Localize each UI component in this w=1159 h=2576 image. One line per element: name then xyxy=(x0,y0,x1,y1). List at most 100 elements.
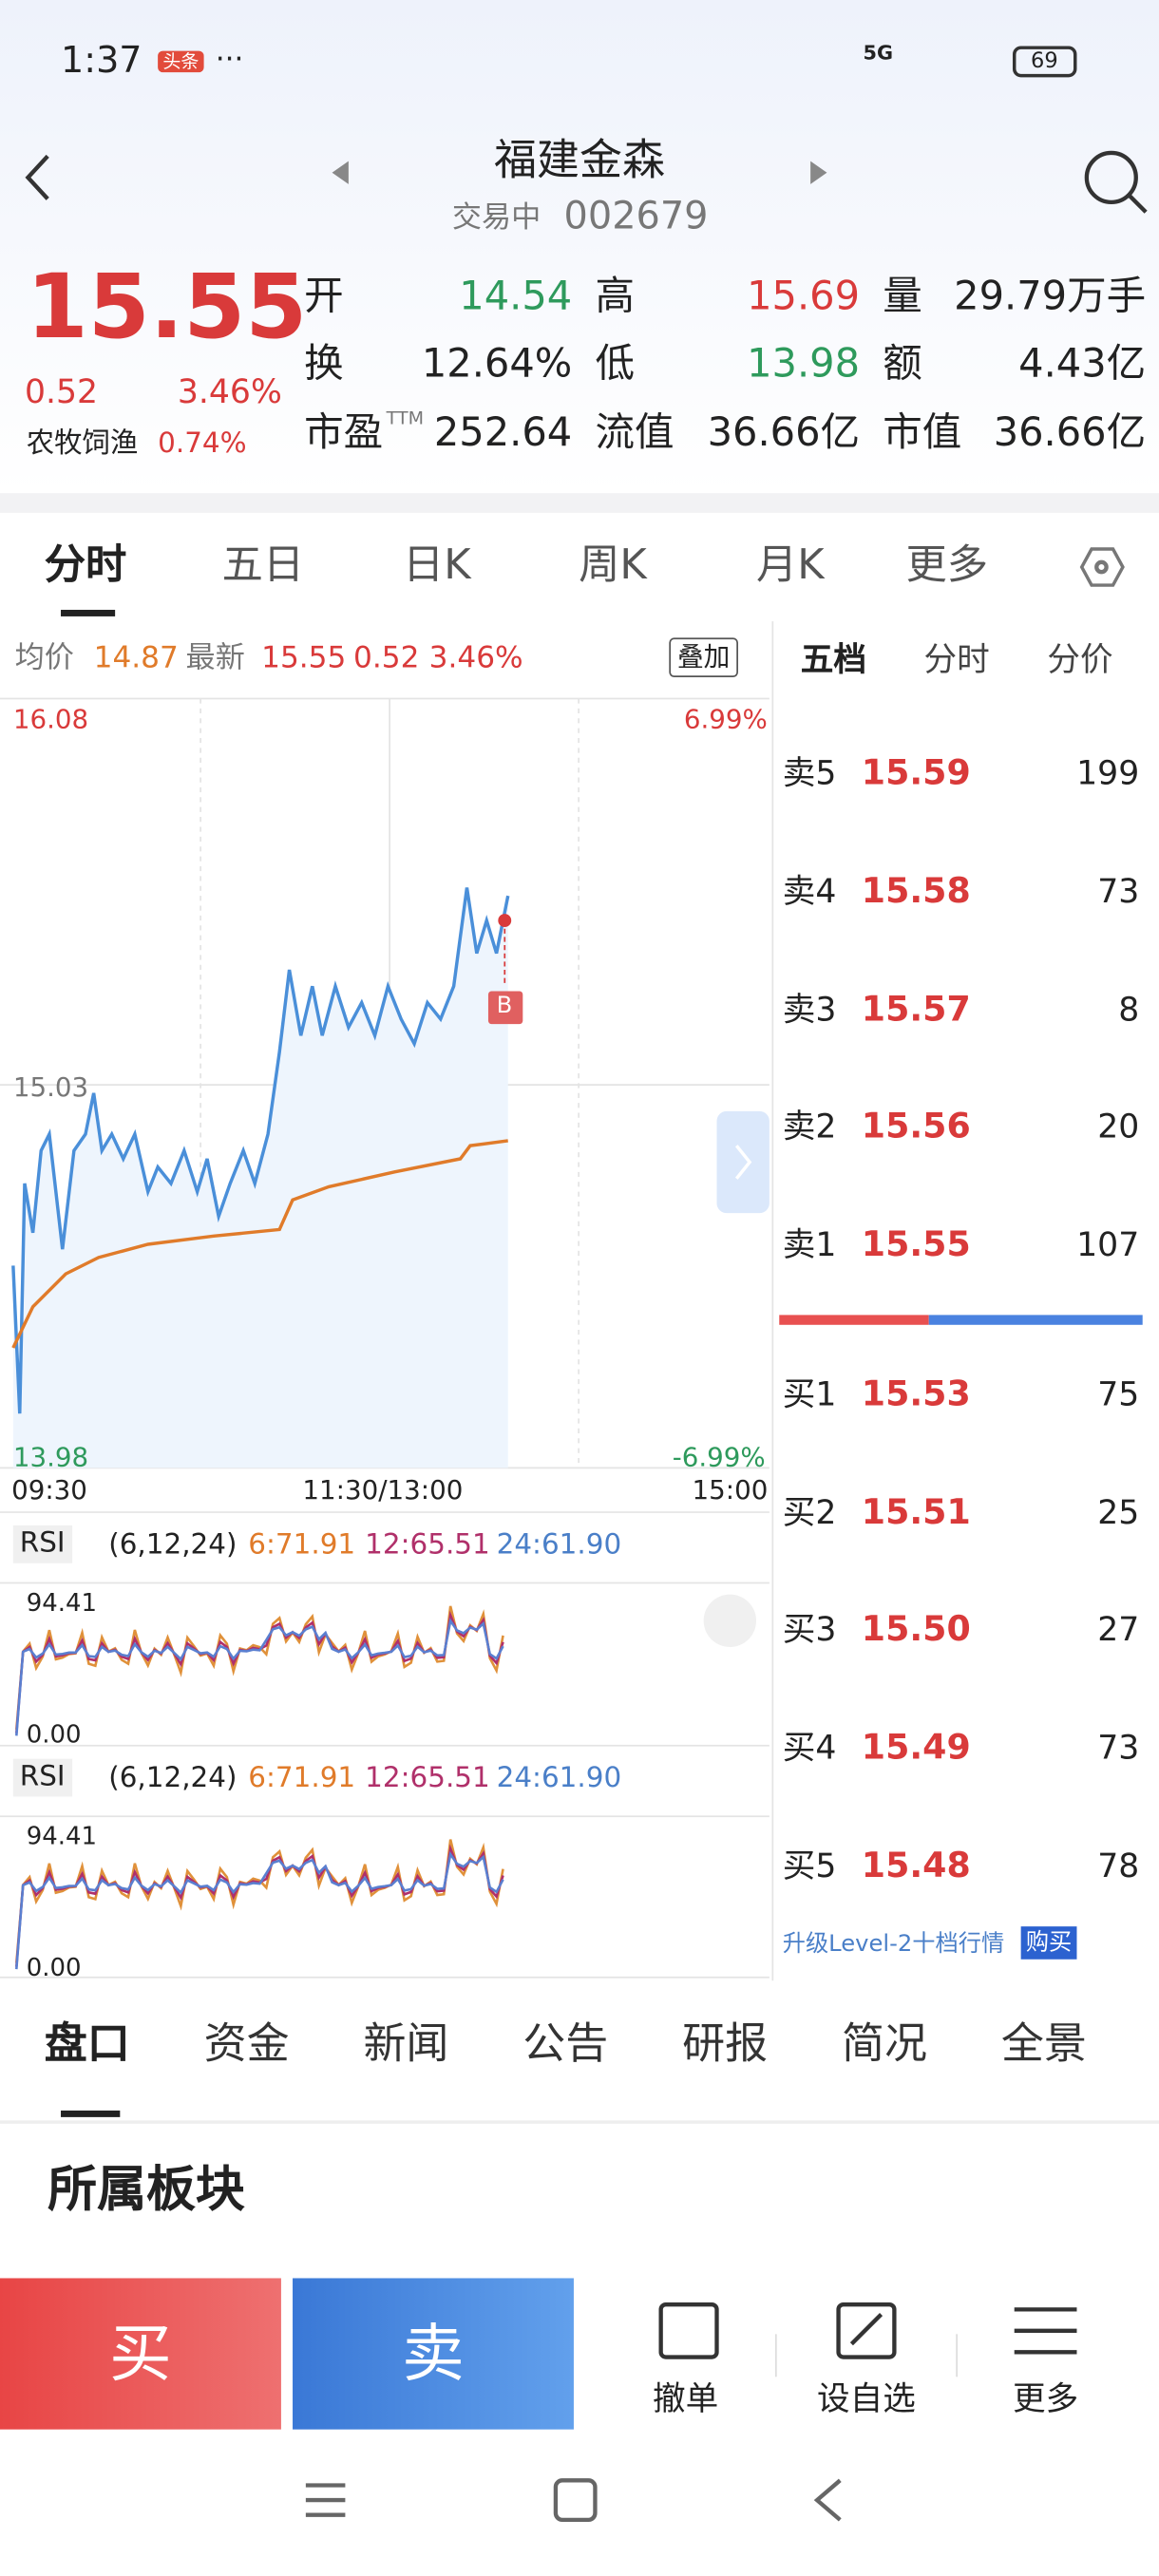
rsi-lines xyxy=(15,1605,504,1736)
watch-label[interactable]: 设自选 xyxy=(817,2378,916,2418)
buy-label[interactable]: 买 xyxy=(109,2318,172,2391)
sector[interactable]: 农牧饲渔 xyxy=(26,426,139,461)
price-area xyxy=(12,887,508,1468)
last-label: 最新 xyxy=(185,640,245,676)
expand-handle[interactable] xyxy=(716,1110,770,1214)
stock-code: 002679 xyxy=(563,195,709,238)
stat-label: 流值 xyxy=(595,408,674,456)
stat-label: 开 xyxy=(304,273,344,319)
stat-value: 252.64 xyxy=(433,408,573,456)
rsi-lines xyxy=(15,1839,504,1970)
book-label: 卖4 xyxy=(782,871,837,911)
stat-value: 15.69 xyxy=(747,273,861,319)
rsi-max: 94.41 xyxy=(26,1821,98,1851)
tab[interactable]: 分时 xyxy=(44,540,127,589)
tab[interactable]: 五日 xyxy=(221,540,305,589)
book-volume: 78 xyxy=(1097,1846,1140,1885)
axis-mid: 15.03 xyxy=(12,1071,89,1104)
book-price: 15.57 xyxy=(861,989,971,1030)
rsi-max: 94.41 xyxy=(26,1587,98,1618)
book-volume: 27 xyxy=(1097,1609,1140,1649)
rsi-line xyxy=(15,1850,504,1970)
avg-line xyxy=(11,1139,508,1349)
change-pct: 3.46% xyxy=(177,371,282,411)
last: 15.55 xyxy=(261,640,347,676)
stat-sup: TTM xyxy=(386,407,425,429)
cancel-label[interactable]: 撤单 xyxy=(653,2378,719,2418)
book-label: 买2 xyxy=(782,1492,837,1532)
stat-label: 量 xyxy=(883,273,922,319)
book-label: 卖2 xyxy=(782,1106,837,1146)
rsi-6: 6:71.91 xyxy=(248,1762,356,1795)
ask-ratio xyxy=(779,1315,929,1325)
tab[interactable]: 日K xyxy=(402,540,471,589)
book-price: 15.56 xyxy=(861,1106,971,1146)
book-label: 买3 xyxy=(782,1609,837,1649)
upgrade-link[interactable]: 升级Level-2十档行情 xyxy=(782,1931,1005,1959)
tab[interactable]: 月K xyxy=(756,540,825,589)
book-tab[interactable]: 分时 xyxy=(923,639,990,679)
stat-label: 低 xyxy=(595,340,635,387)
more-label[interactable]: 更多 xyxy=(1012,2378,1079,2418)
book-volume: 107 xyxy=(1076,1224,1140,1264)
purchase-button[interactable]: 购买 xyxy=(1020,1926,1077,1960)
trade-state: 交易中 xyxy=(451,200,542,236)
marker-box xyxy=(487,991,523,1025)
bottom-tab[interactable]: 资金 xyxy=(203,2019,290,2070)
bottom-tab[interactable]: 新闻 xyxy=(363,2019,449,2070)
book-price: 15.55 xyxy=(861,1224,971,1264)
stock-name: 福建金森 xyxy=(493,136,665,186)
tab[interactable]: 周K xyxy=(579,540,647,589)
book-volume: 199 xyxy=(1076,752,1140,793)
sector-pct[interactable]: 0.74% xyxy=(158,426,247,461)
avg-label: 均价 xyxy=(14,640,74,676)
rsi-12: 12:65.51 xyxy=(365,1528,490,1562)
bottom-tab[interactable]: 全景 xyxy=(1000,2019,1087,2070)
dots: ··· xyxy=(215,42,244,78)
book-price: 15.58 xyxy=(861,871,971,911)
axis-bottom-pct: -6.99% xyxy=(672,1441,766,1473)
sell-label[interactable]: 卖 xyxy=(402,2318,465,2391)
sell-button[interactable] xyxy=(293,2278,574,2430)
buy-button[interactable] xyxy=(0,2278,281,2430)
last-change: 0.52 xyxy=(353,640,420,676)
book-price: 15.48 xyxy=(861,1846,971,1885)
tab-underline xyxy=(61,610,116,616)
stat-value: 36.66亿 xyxy=(993,408,1147,456)
book-volume: 75 xyxy=(1097,1373,1140,1414)
time-label: 15:00 xyxy=(692,1474,769,1506)
bottom-tab[interactable]: 研报 xyxy=(682,2019,769,2070)
avg: 14.87 xyxy=(93,640,179,676)
time: 1:37 xyxy=(61,41,142,83)
bottom-tab[interactable]: 盘口 xyxy=(44,2019,130,2070)
book-price: 15.49 xyxy=(861,1727,971,1768)
rsi-min: 0.00 xyxy=(26,1719,82,1750)
rsi-line xyxy=(15,1844,504,1967)
rsi-params: (6,12,24) xyxy=(108,1762,238,1795)
book-price: 15.59 xyxy=(861,752,971,793)
rsi-name[interactable]: RSI xyxy=(12,1525,72,1563)
axis-bottom: 13.98 xyxy=(12,1441,89,1473)
book-tab[interactable]: 五档 xyxy=(800,639,866,679)
book-volume: 73 xyxy=(1097,1727,1140,1768)
rsi-name[interactable]: RSI xyxy=(12,1758,72,1797)
book-volume: 8 xyxy=(1118,989,1140,1030)
book-tab[interactable]: 分价 xyxy=(1047,639,1113,679)
section-title: 所属板块 xyxy=(48,2161,245,2220)
header-bg xyxy=(0,0,1159,494)
book-label: 卖1 xyxy=(782,1224,837,1264)
overlay-button[interactable]: 叠加 xyxy=(669,637,739,677)
rsi-min: 0.00 xyxy=(26,1952,82,1982)
price: 15.55 xyxy=(26,255,308,359)
rsi-line xyxy=(15,1605,504,1730)
bottom-tab[interactable]: 简况 xyxy=(842,2019,928,2070)
last-pct: 3.46% xyxy=(428,640,523,676)
time-label: 09:30 xyxy=(11,1474,87,1506)
badge: 头条 xyxy=(158,50,204,73)
rsi-line xyxy=(15,1610,504,1733)
tab[interactable]: 更多 xyxy=(905,540,989,589)
fullscreen-button[interactable] xyxy=(703,1594,757,1647)
bottom-tab[interactable]: 公告 xyxy=(522,2019,609,2070)
